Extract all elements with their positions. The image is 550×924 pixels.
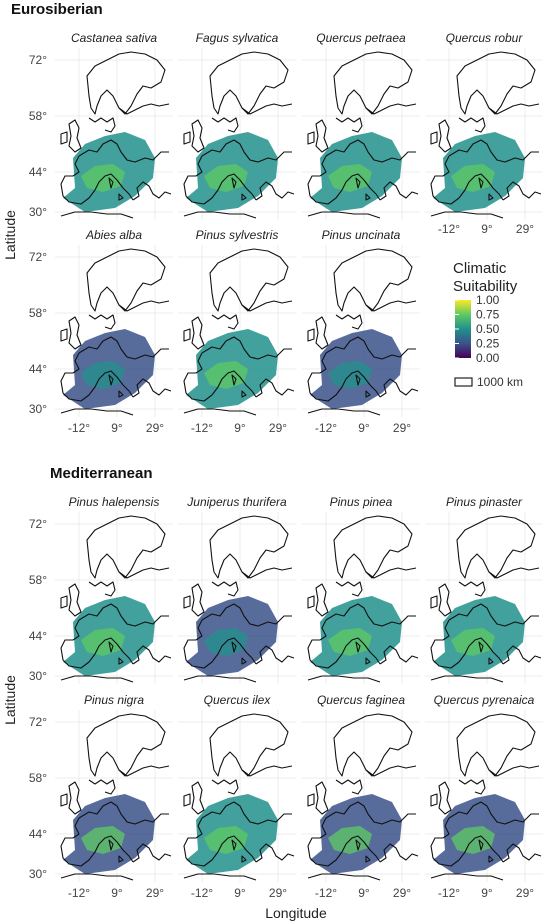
panel-title-quercus-ilex: Quercus ilex <box>204 693 272 707</box>
map-panel-quercus-petraea: Quercus petraea <box>302 31 420 220</box>
panel-title-pinus-pinea: Pinus pinea <box>330 495 393 509</box>
map-panel-fagus-sylvatica: Fagus sylvatica <box>178 31 296 220</box>
panel-title-pinus-uncinata: Pinus uncinata <box>322 228 401 242</box>
x-tick-label: 9° <box>358 886 370 900</box>
scale-bar <box>454 377 473 387</box>
panel-title-pinus-nigra: Pinus nigra <box>84 693 144 707</box>
map-panel-pinus-halepensis: Pinus halepensis <box>55 495 173 684</box>
x-tick-label: 9° <box>481 222 493 236</box>
panel-title-castanea-sativa: Castanea sativa <box>71 31 157 45</box>
y-tick-label: 72° <box>29 517 47 531</box>
y-tick-label: 44° <box>29 165 47 179</box>
x-tick-label: -12° <box>438 886 460 900</box>
x-tick-label: 29° <box>393 421 411 435</box>
x-tick-label: 29° <box>516 886 534 900</box>
panel-title-pinus-sylvestris: Pinus sylvestris <box>196 228 279 242</box>
x-tick-label: 29° <box>269 886 287 900</box>
x-tick-label: -12° <box>438 222 460 236</box>
y-axis-title: Latitude <box>2 210 18 260</box>
panel-title-quercus-robur: Quercus robur <box>446 31 524 45</box>
colorbar-label: 0.00 <box>476 351 500 365</box>
legend-title-line2: Suitability <box>453 278 518 295</box>
x-tick-label: 29° <box>146 421 164 435</box>
y-tick-label: 58° <box>29 771 47 785</box>
y-tick-label: 72° <box>29 53 47 67</box>
y-tick-label: 58° <box>29 573 47 587</box>
x-tick-label: 9° <box>481 886 493 900</box>
x-tick-label: 29° <box>516 222 534 236</box>
panel-title-abies-alba: Abies alba <box>85 228 142 242</box>
x-tick-label: -12° <box>315 886 337 900</box>
map-panel-pinus-nigra: Pinus nigra <box>55 693 173 882</box>
x-tick-label: 29° <box>269 421 287 435</box>
map-panel-pinus-pinaster: Pinus pinaster <box>425 495 543 684</box>
map-panel-pinus-pinea: Pinus pinea <box>302 495 420 684</box>
map-panel-pinus-uncinata: Pinus uncinata <box>302 228 420 417</box>
x-tick-label: 9° <box>358 421 370 435</box>
mediterranean-title: Mediterranean <box>50 465 153 482</box>
panel-title-fagus-sylvatica: Fagus sylvatica <box>196 31 279 45</box>
colorbar-label: 0.50 <box>476 322 500 336</box>
y-tick-label: 58° <box>29 109 47 123</box>
x-tick-label: -12° <box>191 886 213 900</box>
x-tick-label: -12° <box>68 421 90 435</box>
axes: 72° 58° 44° 30° 72° 58° 44° 30° -12° 9° 29° -12° 9° 2… <box>2 53 534 921</box>
panel-title-quercus-pyrenaica: Quercus pyrenaica <box>434 693 535 707</box>
x-tick-label: 9° <box>234 886 246 900</box>
panel-title-quercus-petraea: Quercus petraea <box>316 31 406 45</box>
x-tick-label: 29° <box>393 886 411 900</box>
map-panel-abies-alba: Abies alba <box>55 228 173 417</box>
x-tick-label: -12° <box>315 421 337 435</box>
y-tick-label: 30° <box>29 205 47 219</box>
panel-title-juniperus-thurifera: Juniperus thurifera <box>186 495 287 509</box>
panel-title-pinus-pinaster: Pinus pinaster <box>446 495 523 509</box>
x-tick-label: -12° <box>68 886 90 900</box>
x-tick-label: 9° <box>111 421 123 435</box>
map-panel-quercus-ilex: Quercus ilex <box>178 693 296 882</box>
scale-bar-label: 1000 km <box>477 375 523 389</box>
eurosiberian-title: Eurosiberian <box>11 1 103 18</box>
map-panel-quercus-robur: Quercus robur <box>425 31 543 220</box>
y-tick-label: 58° <box>29 306 47 320</box>
y-tick-label: 44° <box>29 629 47 643</box>
y-axis-title: Latitude <box>2 675 18 725</box>
x-axis-title: Longitude <box>265 905 327 921</box>
map-panel-castanea-sativa: Castanea sativa <box>55 31 173 220</box>
colorbar-label: 0.25 <box>476 337 500 351</box>
y-tick-label: 72° <box>29 250 47 264</box>
y-tick-label: 30° <box>29 669 47 683</box>
panel-title-pinus-halepensis: Pinus halepensis <box>69 495 160 509</box>
map-panels: Castanea sativa Fagus sylvatica Quercus pe… <box>55 31 543 882</box>
y-tick-label: 72° <box>29 715 47 729</box>
map-panel-pinus-sylvestris: Pinus sylvestris <box>178 228 296 417</box>
y-tick-label: 30° <box>29 867 47 881</box>
x-tick-label: 9° <box>111 886 123 900</box>
y-tick-label: 44° <box>29 362 47 376</box>
map-panel-quercus-faginea: Quercus faginea <box>302 693 420 882</box>
legend-title-line1: Climatic <box>453 260 507 277</box>
x-tick-label: 9° <box>234 421 246 435</box>
map-panel-quercus-pyrenaica: Quercus pyrenaica <box>425 693 543 882</box>
y-tick-label: 30° <box>29 402 47 416</box>
colorbar-label: 0.75 <box>476 308 500 322</box>
panel-title-quercus-faginea: Quercus faginea <box>317 693 405 707</box>
colorbar-label: 1.00 <box>476 293 500 307</box>
x-tick-label: -12° <box>191 421 213 435</box>
x-tick-label: 29° <box>146 886 164 900</box>
y-tick-label: 44° <box>29 827 47 841</box>
map-panel-juniperus-thurifera: Juniperus thurifera <box>178 495 296 684</box>
